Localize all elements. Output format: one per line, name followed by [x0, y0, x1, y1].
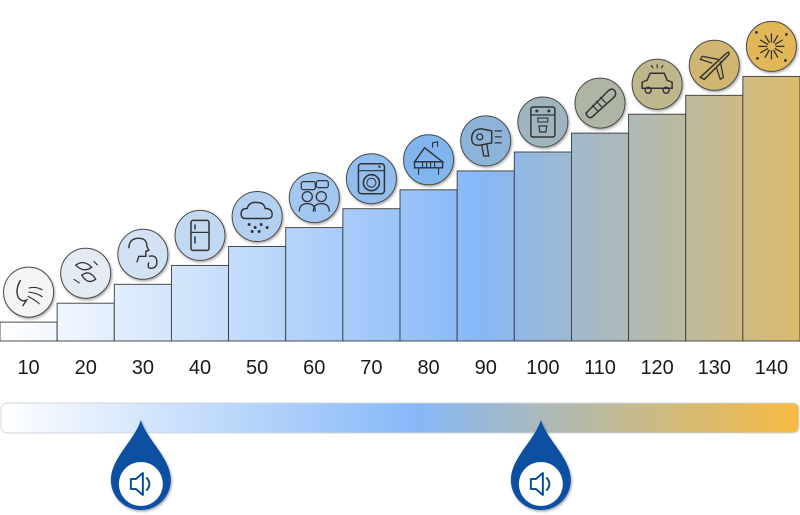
tick-label-100: 100 — [526, 357, 559, 379]
tick-label-80: 80 — [417, 357, 439, 379]
speaker-icon — [129, 472, 151, 496]
scale-gradient-bar — [0, 402, 800, 434]
coffee-machine-icon — [517, 96, 569, 148]
tick-label-60: 60 — [303, 357, 325, 379]
bar-80 — [399, 189, 458, 342]
tick-label-90: 90 — [475, 357, 497, 379]
hair-dryer-icon — [460, 115, 512, 167]
sound-marker-danger — [510, 420, 571, 510]
washing-machine-icon — [345, 153, 397, 205]
whisper-icon — [117, 228, 169, 280]
tick-label-40: 40 — [189, 357, 211, 379]
bar-70 — [342, 208, 401, 342]
tick-label-140: 140 — [755, 357, 788, 379]
rustling-leaves-icon — [60, 247, 112, 299]
bar-130 — [685, 94, 744, 342]
car-horn-icon — [631, 58, 683, 110]
bar-100 — [513, 151, 572, 342]
tick-label-20: 20 — [75, 357, 97, 379]
bar-40 — [170, 264, 230, 342]
bar-60 — [285, 227, 344, 342]
bar-90 — [456, 170, 515, 342]
fireworks-icon — [745, 20, 797, 72]
bar-10 — [0, 321, 58, 342]
tick-label-10: 10 — [17, 357, 39, 379]
bar-120 — [628, 113, 687, 342]
tick-label-110: 110 — [584, 357, 616, 379]
tick-label-120: 120 — [640, 357, 673, 379]
tick-label-30: 30 — [132, 357, 154, 379]
bar-110 — [570, 132, 630, 342]
chainsaw-icon — [574, 77, 626, 129]
bar-30 — [113, 283, 172, 342]
tick-label-50: 50 — [246, 357, 268, 379]
sound-marker-safe — [110, 420, 171, 510]
breath-icon — [3, 266, 55, 318]
bar-140 — [742, 75, 800, 342]
conversation-icon — [288, 172, 340, 224]
jet-plane-icon — [688, 39, 740, 91]
speaker-icon — [529, 472, 551, 496]
bars — [0, 75, 800, 342]
piano-icon — [403, 134, 455, 186]
bar-20 — [56, 302, 115, 342]
tick-label-70: 70 — [360, 357, 382, 379]
tick-labels: 10 20 30 40 50 60 70 80 90 100 110 120 130 140 — [17, 357, 788, 379]
bar-50 — [228, 246, 287, 342]
sound-markers — [110, 420, 571, 510]
rain-cloud-icon — [231, 191, 283, 242]
icon-circles — [3, 20, 797, 318]
refrigerator-icon — [174, 209, 226, 261]
tick-label-130: 130 — [698, 357, 731, 379]
